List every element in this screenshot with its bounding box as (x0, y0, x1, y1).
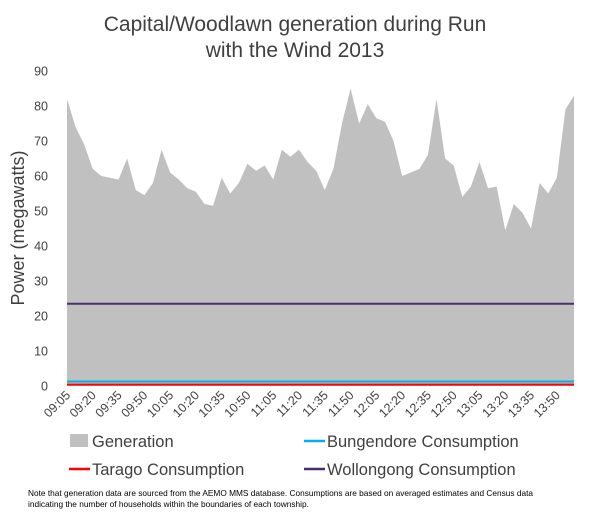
y-tick-label: 0 (41, 380, 48, 394)
x-tick-label: 13:35 (505, 388, 537, 420)
y-tick-label: 50 (34, 205, 48, 219)
x-tick-label: 13:50 (531, 388, 563, 420)
legend-item: Tarago Consumption (69, 461, 244, 479)
y-tick-label: 80 (34, 100, 48, 114)
x-tick-label: 09:20 (67, 388, 99, 420)
plot-area (67, 88, 574, 386)
legend-label: Tarago Consumption (92, 461, 244, 479)
x-tick-label: 11:35 (300, 388, 331, 419)
source-note: Note that generation data are sourced fr… (28, 488, 534, 509)
x-axis-ticks: 09:0509:2009:3509:5010:0510:2010:3510:50… (41, 388, 563, 420)
legend-swatch (70, 434, 88, 447)
x-tick-label: 10:20 (170, 388, 202, 420)
x-tick-label: 12:05 (350, 388, 382, 420)
series-area-generation (67, 88, 574, 386)
chart-title: Capital/Woodlawn generation during Run w… (104, 13, 487, 62)
legend-label: Bungendore Consumption (327, 433, 519, 451)
y-tick-label: 70 (34, 135, 48, 149)
y-axis-ticks: 0 10 20 30 40 50 60 70 80 90 (34, 65, 48, 394)
x-tick-label: 10:05 (144, 388, 176, 420)
legend-item: Wollongong Consumption (304, 461, 516, 479)
x-tick-label: 13:20 (479, 388, 511, 420)
legend-label: Wollongong Consumption (327, 461, 516, 479)
x-tick-label: 09:35 (93, 388, 125, 420)
x-tick-label: 12:50 (428, 388, 460, 420)
legend-item: Bungendore Consumption (304, 433, 519, 451)
y-tick-label: 20 (34, 310, 48, 324)
y-tick-label: 90 (34, 65, 48, 79)
x-tick-label: 09:50 (118, 388, 150, 420)
x-tick-label: 11:05 (248, 388, 279, 419)
legend: Generation Bungendore Consumption Tarago C… (69, 433, 519, 479)
x-tick-label: 10:50 (222, 388, 254, 420)
x-tick-label: 13:05 (454, 388, 486, 420)
y-tick-label: 10 (34, 345, 48, 359)
x-tick-label: 11:50 (325, 388, 356, 419)
y-tick-label: 30 (34, 275, 48, 289)
legend-item: Generation (70, 433, 174, 451)
y-axis-label: Power (megawatts) (8, 150, 28, 305)
x-tick-label: 12:20 (376, 388, 408, 420)
x-tick-label: 11:20 (274, 388, 305, 419)
chart-title-line-1: Capital/Woodlawn generation during Run (104, 13, 487, 36)
x-tick-label: 12:35 (402, 388, 434, 420)
chart-title-line-2: with the Wind 2013 (205, 39, 385, 62)
x-tick-label: 10:35 (196, 388, 228, 420)
legend-label: Generation (92, 433, 174, 451)
y-tick-label: 40 (34, 240, 48, 254)
y-tick-label: 60 (34, 170, 48, 184)
